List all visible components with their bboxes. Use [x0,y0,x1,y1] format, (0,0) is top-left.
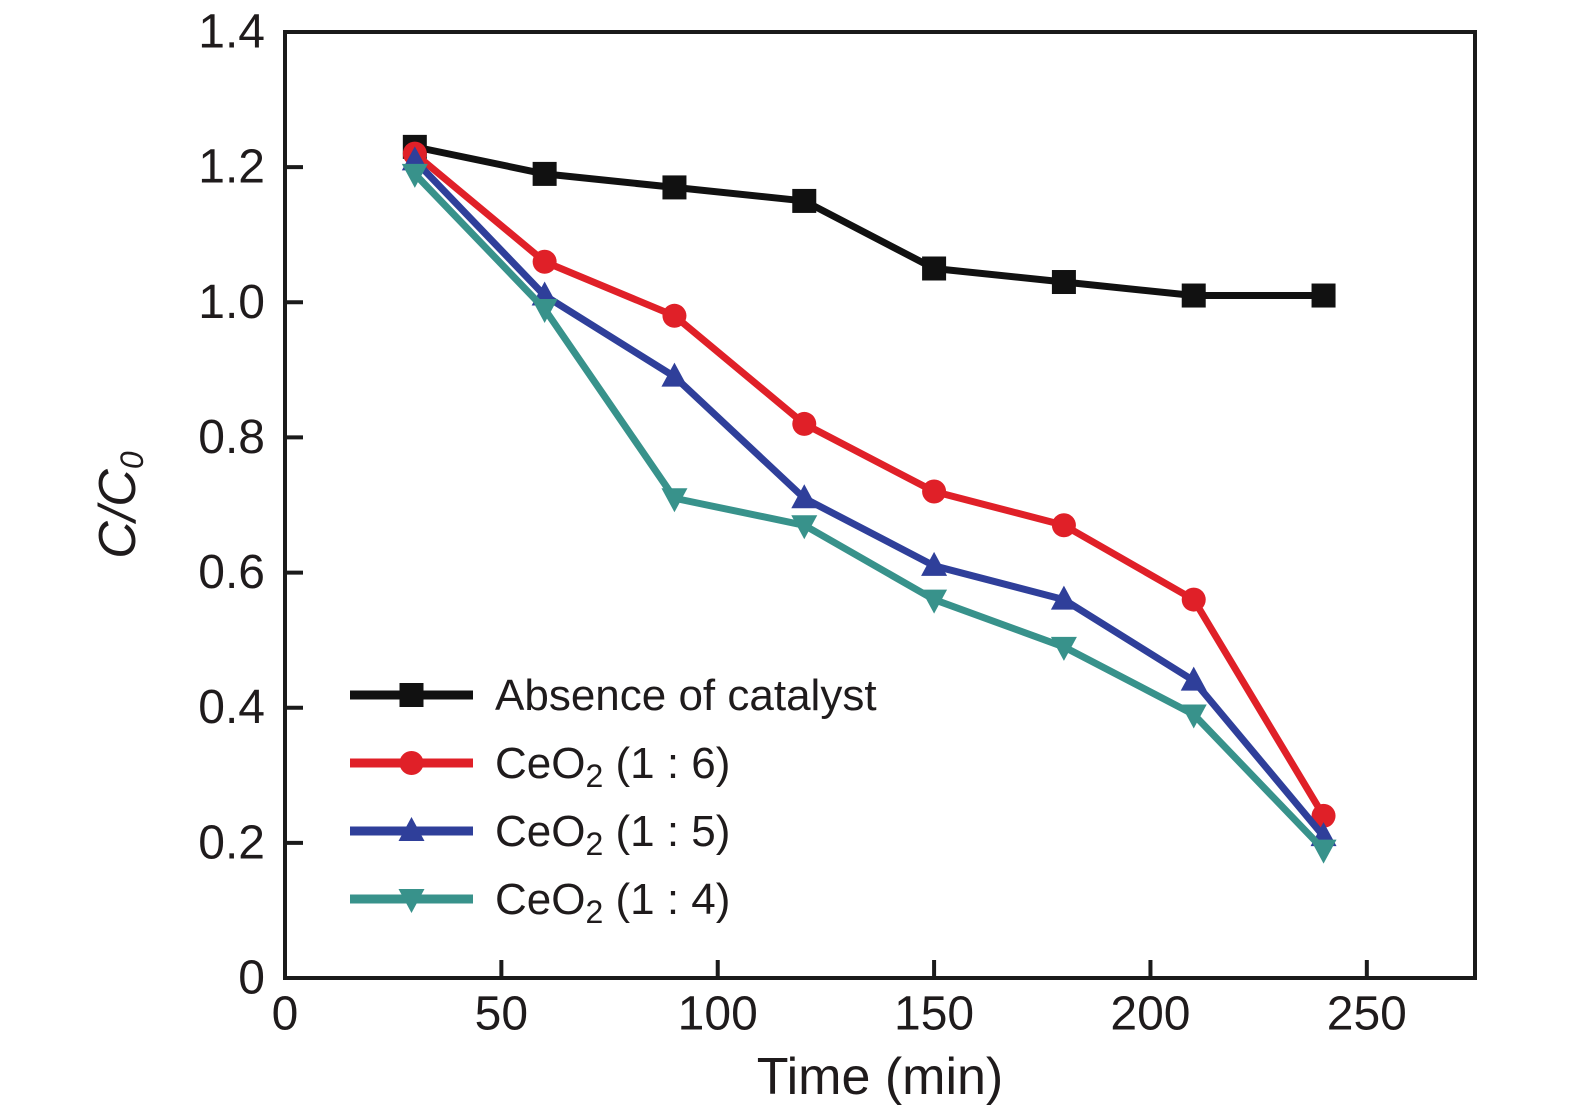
marker-circle [662,303,687,328]
legend-label: CeO2 (1 : 6) [495,739,730,795]
marker-triangle-down [531,299,558,324]
marker-square [399,683,424,707]
y-axis: 0 0.2 0.4 0.6 0.8 1.0 1.2 1.4 [198,6,303,1005]
marker-triangle-up [791,484,818,509]
x-tick-label: 250 [1327,988,1407,1041]
legend-item: Absence of catalyst [350,671,877,720]
marker-triangle-down [398,889,425,913]
marker-triangle-down [1310,839,1337,864]
legend-item: CeO2 (1 : 5) [350,807,730,863]
x-tick-label: 200 [1110,988,1190,1041]
marker-square [792,188,817,213]
x-axis: 0 50 100 150 200 250 [272,960,1407,1041]
marker-triangle-down [661,488,688,513]
marker-square [1311,283,1336,308]
x-tick-label: 50 [475,988,528,1041]
legend-label: Absence of catalyst [495,671,877,720]
marker-triangle-up [1050,585,1077,610]
marker-square [1181,283,1206,308]
x-tick-label: 100 [678,988,758,1041]
y-axis-title: C/C0 [89,451,150,559]
legend-label: CeO2 (1 : 5) [495,807,730,863]
marker-circle [1051,513,1076,538]
x-tick-label: 0 [272,988,299,1041]
marker-circle [1311,803,1336,828]
marker-triangle-up [1180,666,1207,691]
marker-triangle-down [1050,636,1077,661]
marker-circle [922,479,947,504]
marker-square [922,256,947,281]
marker-square [1051,270,1076,295]
marker-square [532,161,557,186]
marker-triangle-down [921,589,948,614]
y-tick-label: 0 [238,952,265,1005]
y-tick-label: 0.2 [198,816,265,869]
marker-square [662,175,687,200]
legend-item: CeO2 (1 : 6) [350,739,730,795]
y-tick-label: 1.2 [198,141,265,194]
series-absence-of-catalyst [402,134,1336,308]
series-line [411,170,1328,854]
marker-triangle-down [1180,704,1207,729]
y-tick-label: 0.8 [198,411,265,464]
marker-triangle-up [661,362,688,387]
series-line [411,150,1328,820]
series-line [411,156,1328,840]
marker-triangle-down [791,515,818,540]
y-tick-label: 0.4 [198,681,265,734]
marker-circle [1181,587,1206,612]
series-line [411,143,1328,300]
y-tick-label: 1.0 [198,276,265,329]
legend-label: CeO2 (1 : 4) [495,875,730,931]
x-tick-label: 150 [894,988,974,1041]
x-axis-title: Time (min) [757,1048,1004,1106]
y-tick-label: 1.4 [198,6,265,59]
legend-item: CeO2 (1 : 4) [350,875,730,931]
legend: Absence of catalyst CeO2 (1 : 6) CeO2 (1 :… [350,671,877,931]
plot-frame [283,30,1477,980]
marker-circle [792,411,817,436]
marker-circle [532,249,557,274]
marker-triangle-down [401,163,428,188]
series-ceo2-1-4- [401,163,1337,864]
marker-circle [399,751,424,775]
marker-triangle-up [398,817,425,841]
y-tick-label: 0.6 [198,546,265,599]
marker-triangle-up [921,551,948,576]
